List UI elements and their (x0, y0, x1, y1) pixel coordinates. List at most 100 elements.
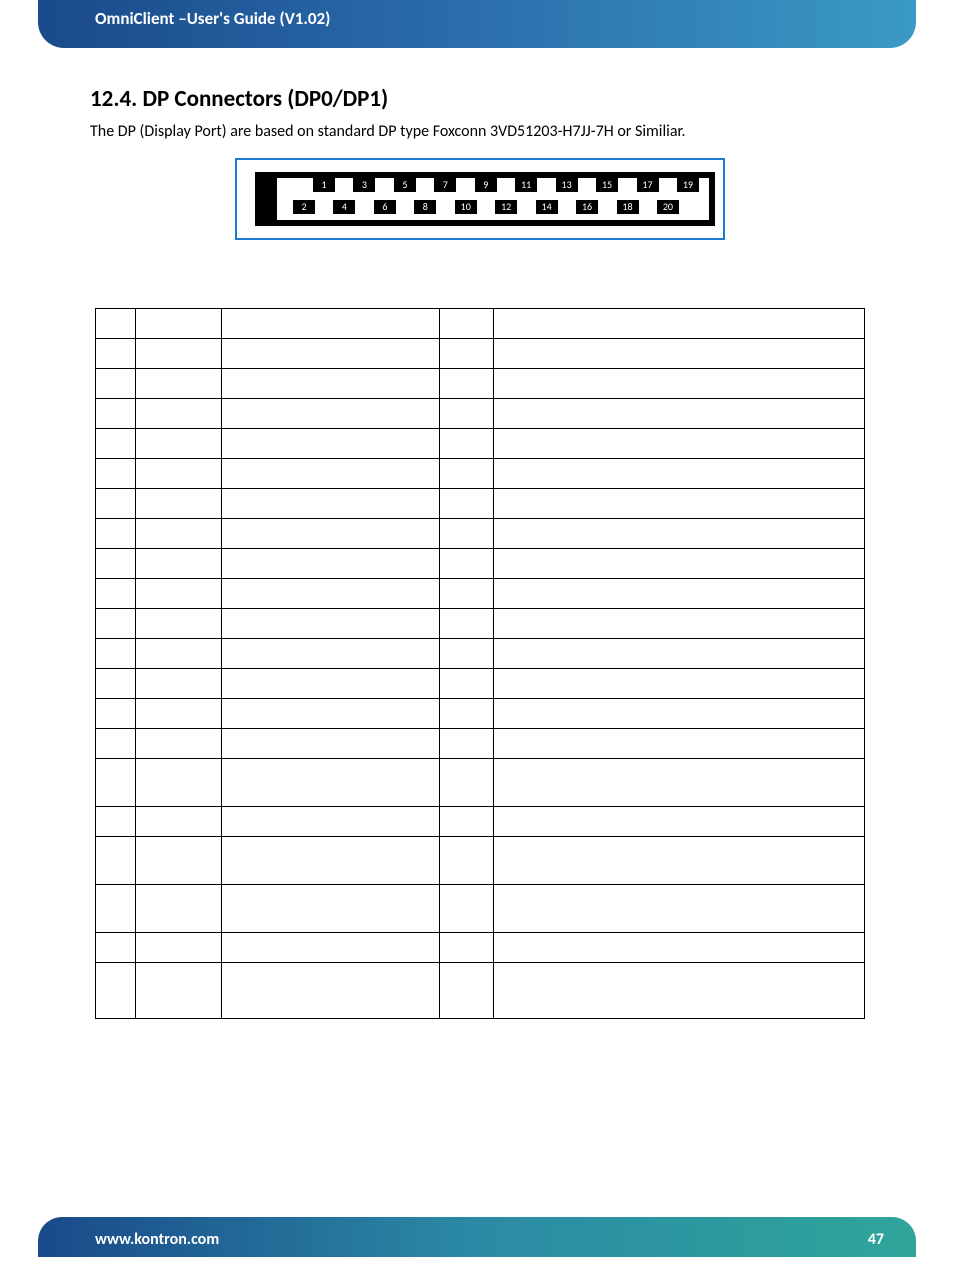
pin-label: 17 (637, 178, 659, 192)
pin-label: 5 (394, 178, 416, 192)
table-cell (222, 837, 440, 885)
table-cell (222, 489, 440, 519)
table-cell (136, 837, 222, 885)
table-row (96, 807, 865, 837)
table-row (96, 579, 865, 609)
table-cell (136, 429, 222, 459)
table-cell (96, 807, 136, 837)
table-cell (494, 885, 865, 933)
header-title: OmniClient –User's Guide (V1.02) (95, 8, 330, 29)
table-cell (222, 429, 440, 459)
table-cell (494, 429, 865, 459)
table-cell (222, 579, 440, 609)
table-cell (136, 399, 222, 429)
table-cell (96, 309, 136, 339)
pin-table (95, 308, 865, 1019)
table-cell (494, 729, 865, 759)
table-cell (96, 963, 136, 1019)
table-cell (96, 639, 136, 669)
table-row (96, 639, 865, 669)
table-cell (494, 609, 865, 639)
table-cell (494, 933, 865, 963)
table-cell (440, 489, 494, 519)
table-cell (440, 837, 494, 885)
table-cell (440, 699, 494, 729)
pin-row-top: 191715131197531 (287, 178, 705, 192)
table-cell (494, 699, 865, 729)
table-cell (222, 933, 440, 963)
table-row (96, 609, 865, 639)
table-cell (136, 885, 222, 933)
table-cell (494, 489, 865, 519)
table-cell (222, 459, 440, 489)
dp-connector-diagram: 191715131197531 2018161412108642 (235, 158, 725, 240)
table-row (96, 963, 865, 1019)
pin-label: 12 (495, 200, 517, 214)
table-cell (440, 429, 494, 459)
table-cell (494, 549, 865, 579)
table-row (96, 699, 865, 729)
table-cell (136, 579, 222, 609)
table-row (96, 339, 865, 369)
pin-label: 18 (617, 200, 639, 214)
pin-label: 8 (414, 200, 436, 214)
table-cell (494, 519, 865, 549)
pin-label: 6 (374, 200, 396, 214)
table-cell (136, 639, 222, 669)
table-cell (222, 309, 440, 339)
table-cell (440, 339, 494, 369)
pin-label: 19 (677, 178, 699, 192)
table-cell (440, 669, 494, 699)
table-cell (494, 669, 865, 699)
table-cell (440, 807, 494, 837)
table-row (96, 399, 865, 429)
table-cell (440, 579, 494, 609)
table-cell (440, 933, 494, 963)
table-cell (96, 489, 136, 519)
table-cell (96, 729, 136, 759)
table-cell (96, 459, 136, 489)
table-cell (136, 489, 222, 519)
pin-label: 13 (556, 178, 578, 192)
table-cell (96, 699, 136, 729)
table-row (96, 549, 865, 579)
pin-row-bottom: 2018161412108642 (287, 200, 705, 214)
table-row (96, 669, 865, 699)
pin-label: 2 (293, 200, 315, 214)
table-cell (136, 669, 222, 699)
pin-label: 7 (434, 178, 456, 192)
table-cell (494, 369, 865, 399)
table-row (96, 837, 865, 885)
table-cell (136, 759, 222, 807)
connector-outline: 191715131197531 2018161412108642 (255, 172, 715, 226)
table-cell (440, 729, 494, 759)
table-cell (136, 549, 222, 579)
table-row (96, 369, 865, 399)
table-cell (440, 759, 494, 807)
table-cell (96, 399, 136, 429)
pin-label: 10 (455, 200, 477, 214)
table-cell (222, 369, 440, 399)
table-cell (494, 309, 865, 339)
table-cell (494, 459, 865, 489)
table-cell (136, 309, 222, 339)
table-cell (96, 579, 136, 609)
pin-label: 14 (536, 200, 558, 214)
table-cell (96, 519, 136, 549)
table-cell (136, 609, 222, 639)
table-cell (494, 759, 865, 807)
table-cell (136, 519, 222, 549)
table-cell (222, 549, 440, 579)
section-heading: 12.4. DP Connectors (DP0/DP1) (90, 85, 388, 113)
table-cell (440, 549, 494, 579)
table-cell (96, 339, 136, 369)
table-row (96, 933, 865, 963)
pin-label: 1 (313, 178, 335, 192)
table-cell (96, 669, 136, 699)
table-row (96, 429, 865, 459)
table-cell (494, 837, 865, 885)
table-cell (136, 729, 222, 759)
pin-label: 15 (596, 178, 618, 192)
table-cell (494, 399, 865, 429)
table-cell (440, 459, 494, 489)
